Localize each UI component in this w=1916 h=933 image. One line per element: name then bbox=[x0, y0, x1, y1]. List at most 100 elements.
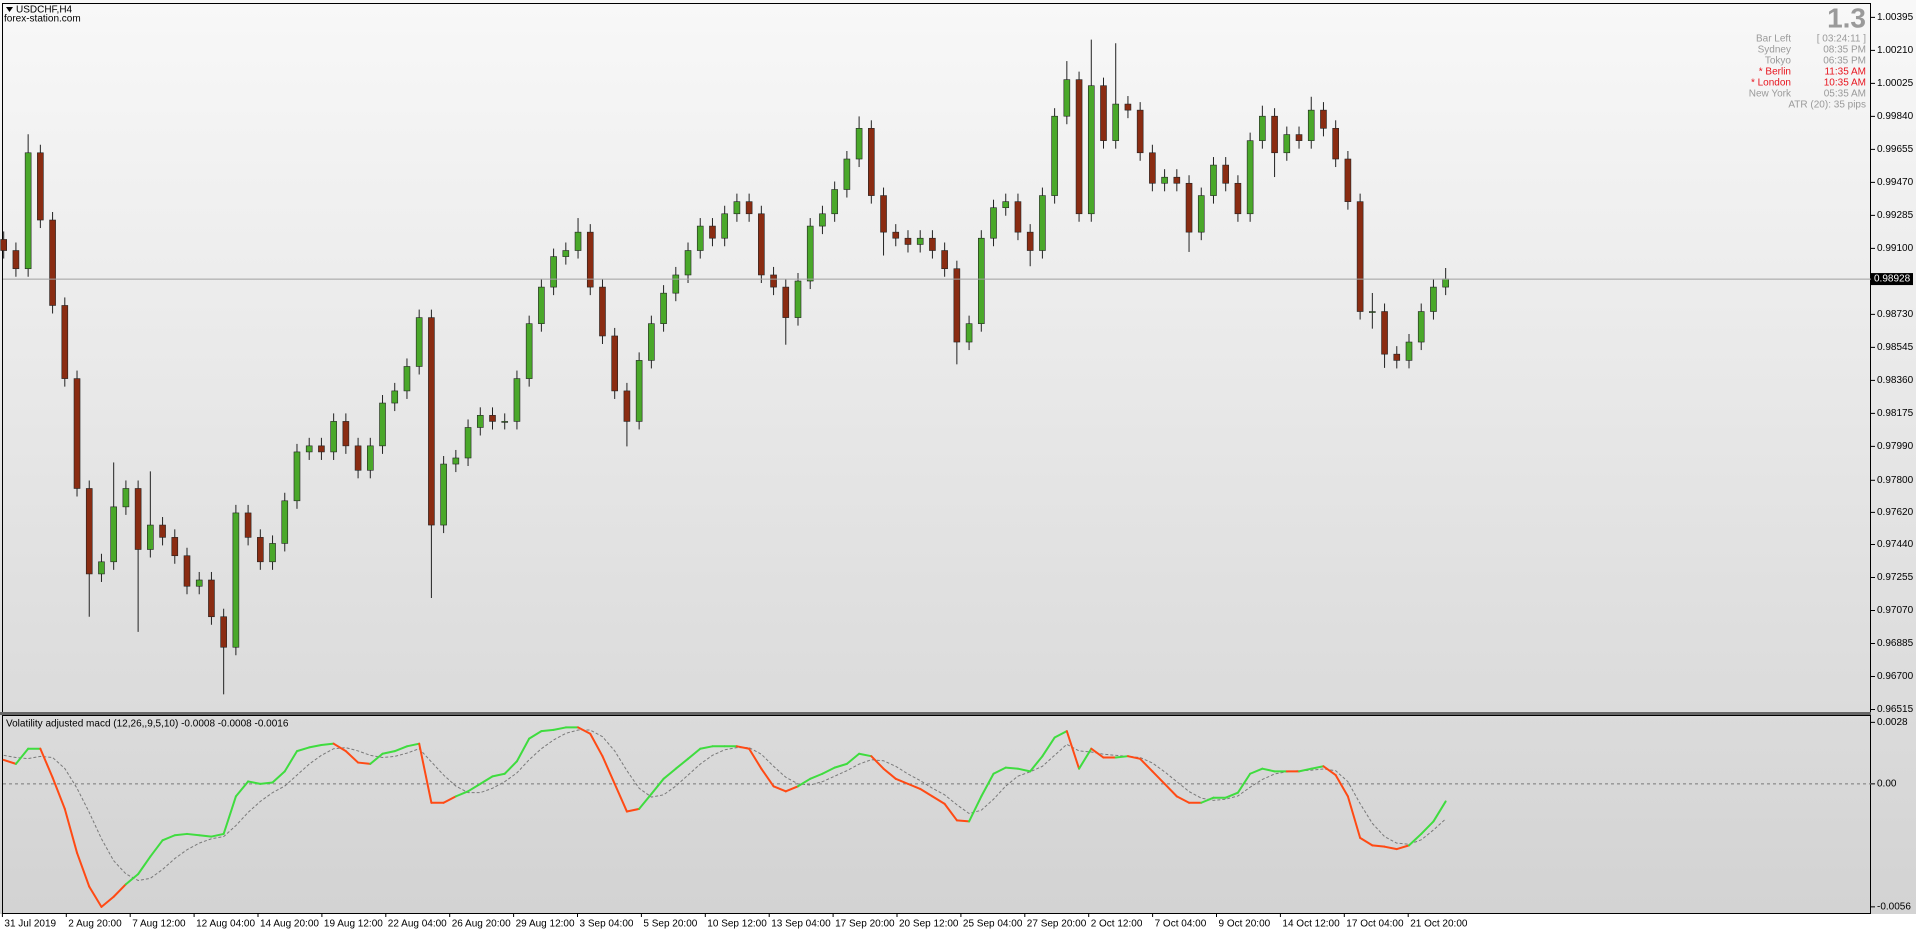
x-tick-label: 5 Sep 20:00 bbox=[643, 919, 697, 930]
macd-segment bbox=[1004, 766, 1019, 770]
y-tick-label: 0.97440 bbox=[1877, 539, 1914, 550]
macd-segment bbox=[662, 767, 677, 780]
x-tick-label: 20 Sep 12:00 bbox=[899, 919, 959, 930]
candle-body bbox=[562, 250, 570, 257]
macd-segment bbox=[1298, 767, 1313, 773]
y-tick-label: 0.97990 bbox=[1877, 441, 1914, 452]
candle-body bbox=[1283, 134, 1291, 154]
macd-segment bbox=[259, 781, 274, 785]
macd-segment bbox=[809, 772, 824, 780]
macd-segment bbox=[1346, 795, 1362, 839]
macd-segment bbox=[845, 752, 861, 765]
current-price-label: 0.98928 bbox=[1874, 274, 1911, 285]
info-value: [ 03:24:11 ] bbox=[1817, 34, 1867, 45]
macd-segment bbox=[1310, 765, 1325, 770]
macd-segment bbox=[1139, 757, 1154, 773]
macd-segment bbox=[540, 728, 555, 733]
candle-body bbox=[696, 225, 704, 251]
candle-body bbox=[1369, 311, 1376, 313]
macd-segment bbox=[858, 752, 873, 758]
info-value: 08:35 PM bbox=[1823, 45, 1866, 56]
macd-segment bbox=[772, 785, 787, 793]
candle-body bbox=[501, 421, 509, 423]
x-tick-label: 19 Aug 12:00 bbox=[324, 919, 383, 930]
y-tick-label: 0.99655 bbox=[1877, 144, 1914, 155]
macd-segment bbox=[625, 807, 641, 813]
x-tick-label: 10 Sep 12:00 bbox=[707, 919, 767, 930]
candle-body bbox=[134, 488, 142, 550]
candle-body bbox=[525, 323, 533, 379]
candle-body bbox=[452, 457, 460, 465]
candle-body bbox=[159, 524, 166, 538]
macd-segment bbox=[63, 807, 79, 854]
macd-segment bbox=[222, 795, 237, 835]
candle-body bbox=[1173, 176, 1181, 184]
macd-segment bbox=[137, 855, 152, 876]
menu-arrow[interactable] bbox=[6, 7, 13, 12]
macd-segment bbox=[797, 777, 812, 788]
candle-body bbox=[73, 378, 81, 489]
candle-body bbox=[147, 524, 154, 550]
info-value: 11:35 AM bbox=[1824, 67, 1866, 78]
macd-segment bbox=[344, 750, 360, 764]
x-tick-label: 26 Aug 20:00 bbox=[452, 919, 511, 930]
macd-segment bbox=[198, 834, 213, 838]
candle-body bbox=[892, 231, 900, 239]
info-value: 06:35 PM bbox=[1823, 56, 1866, 67]
macd-segment bbox=[687, 747, 702, 760]
y-tick-label: 0.98730 bbox=[1877, 309, 1914, 320]
indicator-title: Volatility adjusted macd (12,26,,9,5,10)… bbox=[6, 719, 289, 730]
macd-segment bbox=[1163, 782, 1178, 798]
macd-segment bbox=[234, 780, 250, 798]
candle-body bbox=[1430, 286, 1437, 312]
x-tick-label: 27 Sep 20:00 bbox=[1027, 919, 1087, 930]
candle-body bbox=[599, 286, 606, 337]
candle-body bbox=[1161, 176, 1168, 184]
x-tick-label: 29 Aug 12:00 bbox=[516, 919, 575, 930]
macd-segment bbox=[1322, 765, 1337, 777]
candle-body bbox=[1332, 128, 1339, 160]
candle-body bbox=[1246, 140, 1254, 215]
macd-segment bbox=[14, 747, 30, 765]
candle-body bbox=[538, 286, 545, 324]
candle-body bbox=[330, 421, 337, 453]
macd-segment bbox=[515, 737, 531, 763]
macd-segment bbox=[968, 795, 983, 823]
info-label: Sydney bbox=[1758, 45, 1791, 56]
macd-segment bbox=[271, 770, 286, 784]
candle-body bbox=[635, 360, 643, 422]
candle-body bbox=[1271, 115, 1278, 154]
candles bbox=[0, 39, 1449, 695]
x-tick-label: 25 Sep 04:00 bbox=[963, 919, 1023, 930]
macd-segment bbox=[1126, 755, 1142, 760]
info-label: * Berlin bbox=[1759, 67, 1791, 78]
x-tick-label: 13 Sep 04:00 bbox=[771, 919, 831, 930]
macd-segment bbox=[454, 790, 470, 798]
macd-segment bbox=[405, 742, 421, 748]
candle-body bbox=[61, 305, 69, 379]
candle-body bbox=[611, 335, 619, 392]
macd-segment bbox=[1053, 730, 1068, 739]
macd-segment bbox=[1432, 800, 1447, 823]
y-tick-label: 0.99840 bbox=[1877, 111, 1914, 122]
candle-body bbox=[806, 225, 814, 282]
x-tick-label: 2 Oct 12:00 bbox=[1091, 919, 1143, 930]
macd-segment bbox=[613, 782, 628, 813]
macd-segment bbox=[1078, 747, 1093, 770]
macd-segment bbox=[931, 795, 946, 805]
candle-body bbox=[415, 317, 423, 367]
candle-body bbox=[904, 237, 912, 245]
candle-body bbox=[122, 488, 130, 508]
macd-segment bbox=[943, 802, 958, 822]
candle-body bbox=[195, 579, 203, 587]
candle-body bbox=[782, 286, 790, 318]
macd-segment bbox=[1065, 730, 1081, 770]
info-panel: 1.3 Bar Left [ 03:24:11 ] Sydney 08:35 P… bbox=[1749, 2, 1866, 110]
candle-body bbox=[403, 366, 411, 392]
y-tick-label: 1.00025 bbox=[1877, 78, 1914, 89]
info-value: 05:35 AM bbox=[1824, 89, 1866, 100]
x-tick-label: 21 Oct 20:00 bbox=[1410, 919, 1468, 930]
candle-body bbox=[354, 445, 362, 471]
candle-body bbox=[941, 250, 948, 270]
